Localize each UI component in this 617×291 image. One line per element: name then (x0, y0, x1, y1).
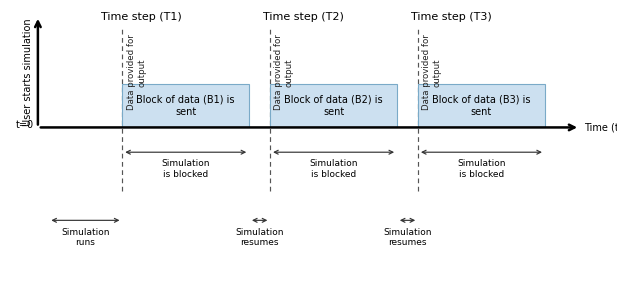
Text: Simulation
is blocked: Simulation is blocked (309, 159, 358, 179)
Text: Simulation
is blocked: Simulation is blocked (457, 159, 506, 179)
Text: Simulation
runs: Simulation runs (61, 228, 110, 247)
Bar (418, 84, 545, 127)
Text: Block of data (B1) is
sent: Block of data (B1) is sent (136, 95, 235, 117)
Text: User starts simulation: User starts simulation (23, 18, 33, 125)
Text: Block of data (B3) is
sent: Block of data (B3) is sent (432, 95, 531, 117)
Text: Simulation
resumes: Simulation resumes (383, 228, 432, 247)
Bar (122, 84, 249, 127)
Text: Time step (T2): Time step (T2) (263, 12, 344, 22)
Text: Simulation
resumes: Simulation resumes (236, 228, 284, 247)
Text: Data provided for
output: Data provided for output (275, 35, 294, 110)
Text: Time step (T3): Time step (T3) (411, 12, 492, 22)
Text: Simulation
is blocked: Simulation is blocked (162, 159, 210, 179)
Text: Block of data (B2) is
sent: Block of data (B2) is sent (284, 95, 383, 117)
Bar (270, 84, 397, 127)
Text: Time (t): Time (t) (584, 123, 617, 132)
Text: t=0: t=0 (16, 120, 35, 130)
Text: Data provided for
output: Data provided for output (126, 35, 146, 110)
Text: Data provided for
output: Data provided for output (422, 35, 442, 110)
Text: Time step (T1): Time step (T1) (101, 12, 182, 22)
